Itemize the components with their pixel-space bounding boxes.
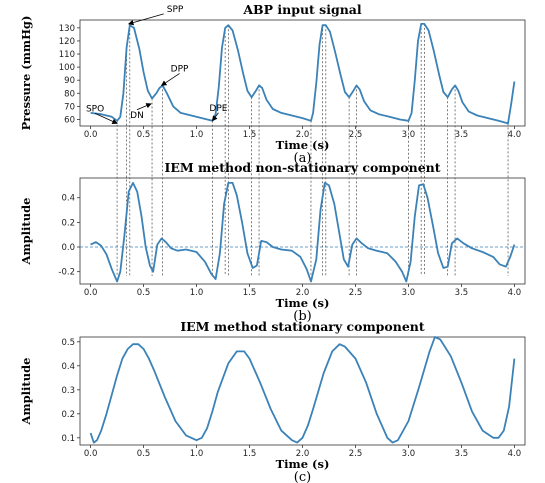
x-tick-label: 3.0 bbox=[402, 288, 416, 298]
annotation-label: DPE bbox=[209, 104, 227, 114]
x-tick-label: 2.0 bbox=[296, 449, 310, 459]
y-tick-label: 120 bbox=[59, 37, 75, 47]
annotation-label: SPP bbox=[167, 5, 184, 15]
x-tick-label: 3.5 bbox=[455, 130, 469, 140]
x-tick-label: 3.5 bbox=[455, 449, 469, 459]
plot-frame bbox=[79, 177, 526, 285]
y-axis-label: Pressure (mmHg) bbox=[19, 16, 33, 131]
x-tick-label: 1.0 bbox=[190, 288, 204, 298]
x-tick-label: 4.0 bbox=[508, 130, 522, 140]
x-tick-label: 0.0 bbox=[84, 130, 98, 140]
series-line bbox=[90, 23, 516, 125]
x-axis-label: Time (s) bbox=[276, 296, 330, 310]
x-tick-label: 0.5 bbox=[137, 449, 151, 459]
y-tick-label: 0.0 bbox=[61, 243, 75, 253]
x-tick-label: 1.5 bbox=[243, 288, 257, 298]
y-axis-label: Amplitude bbox=[19, 358, 33, 426]
x-tick-label: 1.0 bbox=[190, 449, 204, 459]
y-tick-label: 0.4 bbox=[61, 194, 75, 204]
x-tick-label: 0.0 bbox=[84, 449, 98, 459]
y-tick-label: 0.1 bbox=[61, 434, 75, 444]
annotation-arrow bbox=[211, 112, 219, 122]
annotation-label: SPO bbox=[86, 104, 104, 114]
plot-frame bbox=[79, 19, 526, 127]
x-tick-label: 0.5 bbox=[137, 130, 151, 140]
x-tick-label: 2.5 bbox=[349, 288, 363, 298]
y-tick-label: 60 bbox=[64, 115, 75, 125]
y-tick-label: 0.5 bbox=[61, 338, 75, 348]
y-tick-label: 0.4 bbox=[61, 362, 75, 372]
x-tick-label: 1.5 bbox=[243, 130, 257, 140]
y-tick-label: 130 bbox=[59, 24, 75, 34]
series-line bbox=[90, 182, 516, 283]
annotation-label: DPP bbox=[171, 64, 189, 74]
y-tick-label: 70 bbox=[64, 102, 75, 112]
panel-caption: (b) bbox=[293, 309, 311, 324]
x-tick-label: 1.5 bbox=[243, 449, 257, 459]
panel-caption: (c) bbox=[294, 470, 311, 483]
y-tick-label: 110 bbox=[59, 50, 75, 60]
y-tick-label: 90 bbox=[64, 76, 75, 86]
y-axis-label: Amplitude bbox=[19, 198, 33, 266]
x-tick-label: 4.0 bbox=[508, 288, 522, 298]
y-tick-label: 0.2 bbox=[61, 218, 75, 228]
x-tick-label: 2.0 bbox=[296, 288, 310, 298]
annotation-arrow bbox=[160, 73, 180, 86]
x-tick-label: 2.5 bbox=[349, 449, 363, 459]
y-tick-label: 100 bbox=[59, 63, 75, 73]
y-tick-label: 0.2 bbox=[61, 410, 75, 420]
panel-caption: (a) bbox=[294, 151, 312, 166]
chart-title: IEM method stationary component bbox=[180, 319, 425, 334]
x-tick-label: 2.0 bbox=[296, 130, 310, 140]
x-tick-label: 4.0 bbox=[508, 449, 522, 459]
x-tick-label: 0.5 bbox=[137, 288, 151, 298]
x-tick-label: 1.0 bbox=[190, 130, 204, 140]
x-tick-label: 0.0 bbox=[84, 288, 98, 298]
x-tick-label: 2.5 bbox=[349, 130, 363, 140]
annotation-arrow bbox=[136, 103, 152, 111]
y-tick-label: 80 bbox=[64, 89, 75, 99]
annotation-arrow bbox=[94, 113, 118, 124]
chart-title: ABP input signal bbox=[242, 2, 362, 17]
x-tick-label: 3.0 bbox=[402, 130, 416, 140]
x-axis-label: Time (s) bbox=[276, 457, 330, 471]
x-tick-label: 3.5 bbox=[455, 288, 469, 298]
y-tick-label: -0.2 bbox=[58, 268, 75, 278]
annotation-label: DN bbox=[130, 111, 144, 121]
series-line bbox=[89, 336, 516, 444]
y-tick-label: 0.3 bbox=[61, 386, 75, 396]
x-axis-label: Time (s) bbox=[276, 138, 330, 152]
annotation-arrow bbox=[127, 13, 164, 26]
x-tick-label: 3.0 bbox=[402, 449, 416, 459]
chart-title: IEM method non-stationary component bbox=[164, 160, 440, 175]
